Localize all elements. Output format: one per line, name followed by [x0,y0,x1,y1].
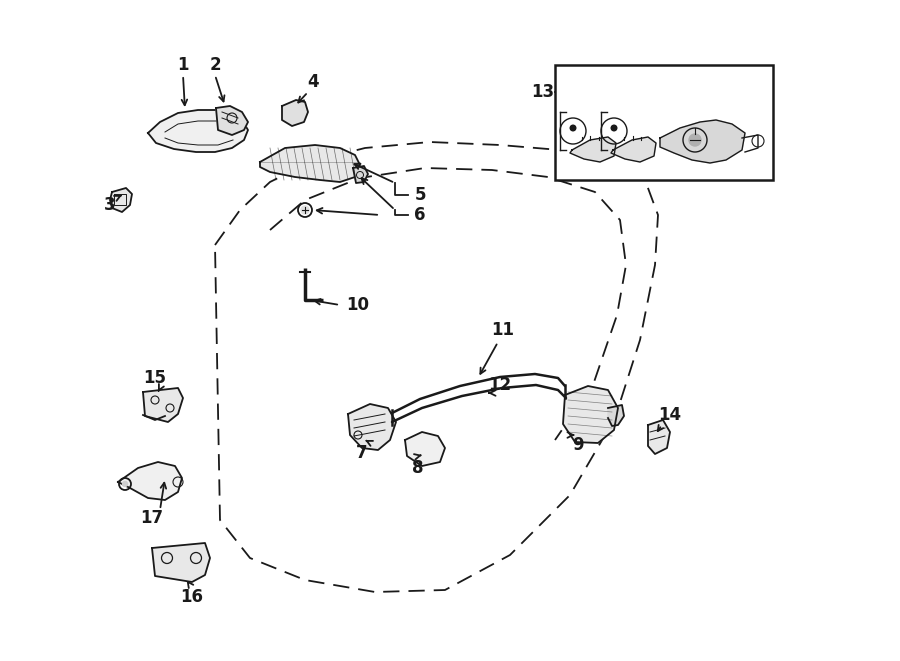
Text: 15: 15 [143,369,166,387]
Text: 7: 7 [356,444,368,462]
Polygon shape [260,145,360,182]
Circle shape [567,125,579,137]
Polygon shape [353,166,368,183]
Text: 10: 10 [346,296,370,314]
Text: 5: 5 [414,186,426,204]
Polygon shape [216,106,248,135]
Polygon shape [563,386,618,443]
Circle shape [610,124,617,132]
Polygon shape [608,405,624,426]
Text: 9: 9 [572,436,584,454]
Text: 1: 1 [177,56,189,74]
Text: 3: 3 [104,196,116,214]
Bar [555,65,773,180]
Polygon shape [148,110,248,152]
Circle shape [608,125,620,137]
Text: 6: 6 [414,206,426,224]
Polygon shape [282,100,308,126]
Polygon shape [570,137,616,162]
Polygon shape [118,462,182,500]
Circle shape [689,134,701,146]
Polygon shape [110,188,132,212]
Polygon shape [648,420,670,454]
Polygon shape [405,432,445,466]
Polygon shape [660,120,745,163]
Text: 11: 11 [491,321,515,339]
Circle shape [122,481,128,486]
Text: 16: 16 [181,588,203,606]
Circle shape [301,206,309,214]
Polygon shape [143,388,183,422]
Polygon shape [611,137,656,162]
Text: 12: 12 [489,376,511,394]
Text: 13: 13 [531,83,554,101]
Text: 17: 17 [140,509,164,527]
Text: 8: 8 [412,459,424,477]
Text: 4: 4 [307,73,319,91]
Polygon shape [348,404,396,450]
Text: 2: 2 [209,56,220,74]
Circle shape [570,124,577,132]
Polygon shape [152,543,210,582]
Text: 14: 14 [659,406,681,424]
